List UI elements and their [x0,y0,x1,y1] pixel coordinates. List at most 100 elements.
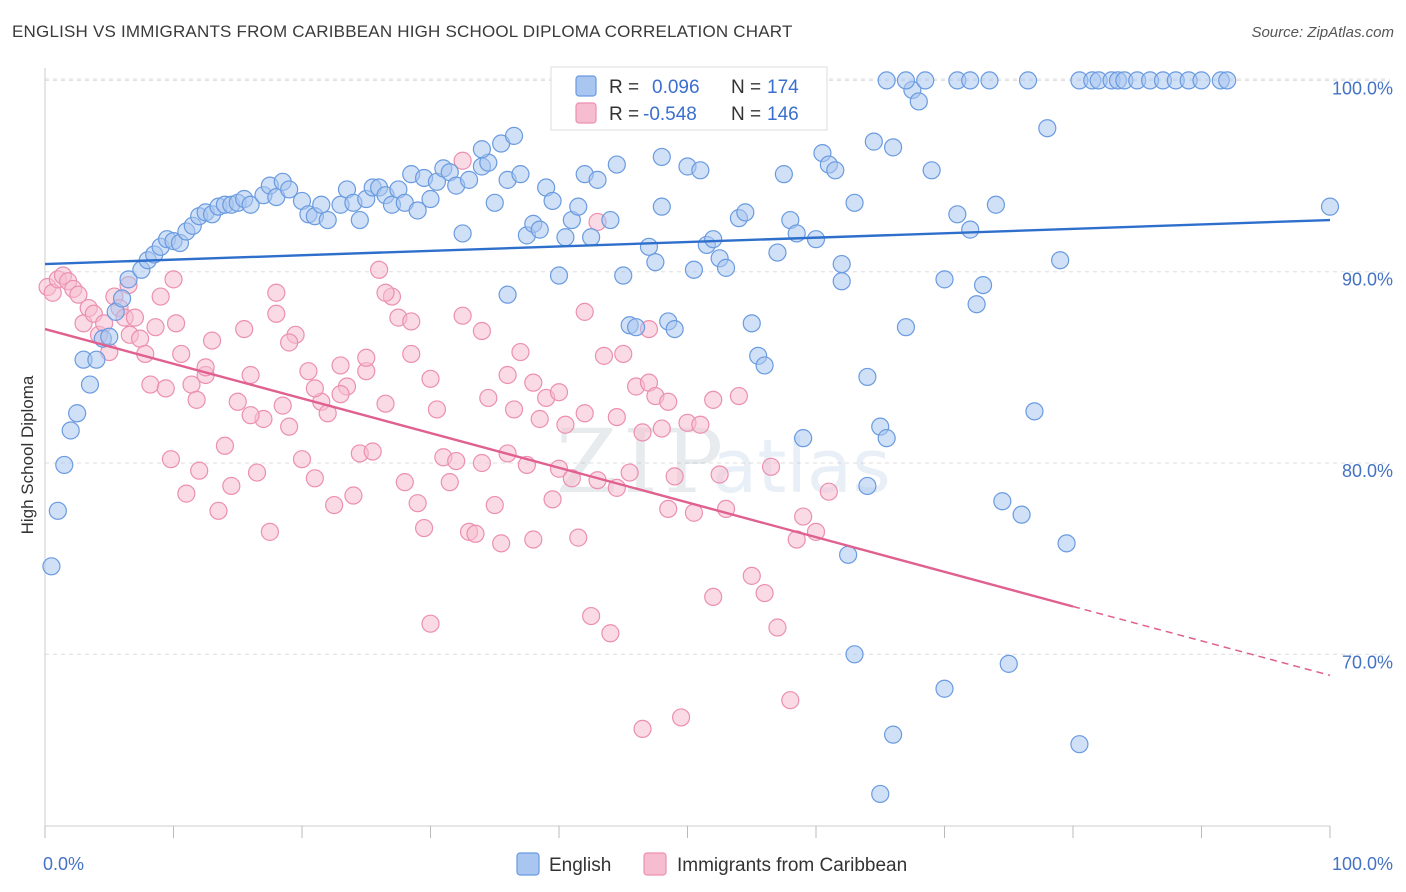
caribbean-point [376,283,395,302]
english-point [665,319,684,339]
caribbean-point [325,495,344,515]
english-trend-line [44,218,1331,266]
english-point [582,228,601,247]
legend-swatch-caribbean [575,102,597,124]
caribbean-point [141,375,160,394]
english-point [922,161,941,180]
legend-swatch-english [575,75,597,97]
caribbean-point [357,348,376,367]
caribbean-point [704,390,723,409]
caribbean-point [241,406,260,425]
caribbean-point [215,436,234,455]
x-tick-label-max: 100.0% [1332,854,1393,874]
caribbean-point [453,151,472,170]
caribbean-point [172,344,191,364]
caribbean-point [556,415,575,434]
caribbean-point [222,476,241,496]
english-point [652,197,671,216]
english-point [588,170,607,189]
caribbean-trend-line [44,327,1074,608]
grid-lines [45,78,1390,655]
caribbean-point [344,486,363,505]
caribbean-point [498,365,517,385]
caribbean-point [164,270,183,289]
caribbean-point [151,287,170,306]
english-point [858,367,877,387]
english-point [312,195,331,214]
caribbean-point [524,373,543,392]
english-point [806,230,826,249]
caribbean-point [202,331,222,350]
caribbean-point [125,308,145,327]
y-tick-label: 100.0% [1332,78,1393,98]
english-point [961,71,980,90]
caribbean-point [819,482,838,501]
english-point [826,161,845,180]
english-point [883,725,903,744]
caribbean-point [235,319,254,339]
caribbean-point [209,501,228,520]
caribbean-point [575,302,594,321]
caribbean-point [781,691,800,710]
caribbean-point [260,522,279,541]
caribbean-point [652,419,671,438]
caribbean-point [530,409,549,429]
caribbean-point [601,624,620,643]
caribbean-point [370,260,389,279]
caribbean-point [472,453,491,473]
english-point [877,429,896,448]
series-legend-swatch-caribbean [643,852,667,876]
english-point [569,197,588,216]
english-point [408,201,427,220]
english-point [845,193,864,212]
caribbean-point [729,386,749,406]
english-point [1070,735,1089,754]
caribbean-point [479,388,498,408]
caribbean-point [299,362,318,381]
english-point [646,253,665,272]
caribbean-point [440,473,459,492]
y-tick-label: 70.0% [1342,652,1393,672]
english-point [967,295,986,314]
english-point [543,191,562,211]
english-point [1025,402,1044,421]
english-point [626,318,646,337]
english-point [794,429,813,448]
caribbean-point [190,461,209,480]
english-point [453,224,472,243]
english-point [948,205,967,224]
caribbean-point [421,614,440,633]
english-point [935,270,954,289]
caribbean-point [146,318,165,337]
caribbean-point [130,329,150,348]
caribbean-point [166,314,186,333]
english-point [755,356,774,375]
caribbean-point [704,587,723,607]
caribbean-point [768,618,787,637]
caribbean-point [292,450,312,469]
english-point [1012,505,1031,524]
english-point [896,318,916,337]
source-label: Source: ZipAtlas.com [1251,24,1394,41]
english-point [832,272,851,291]
caribbean-point [280,417,299,436]
caribbean-point [421,369,440,388]
caribbean-point [161,450,181,469]
english-point [961,220,980,239]
caribbean-point [402,312,421,331]
english-point [839,545,858,564]
english-point [61,421,80,440]
legend-r-label-caribbean: R = [609,104,639,125]
legend-n-label-english: N = [731,77,761,98]
english-point [1057,534,1076,553]
english-point [980,71,999,90]
english-point [511,165,530,184]
caribbean-point [228,392,247,411]
english-point [459,170,479,189]
caribbean-points [38,151,838,739]
watermark: ZIP atlas [556,410,891,513]
english-point [1218,71,1237,90]
legend-r-label-english: R = [609,77,639,98]
caribbean-point [241,365,260,385]
english-point [100,327,119,346]
